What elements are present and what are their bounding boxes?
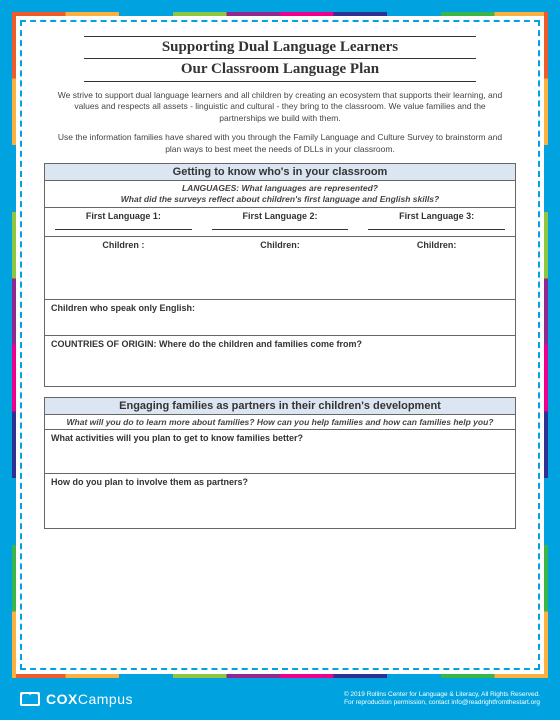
section-classroom: Getting to know who's in your classroom … [44, 163, 516, 386]
intro-paragraph-2: Use the information families have shared… [52, 132, 508, 155]
lang-col-2: First Language 2: [202, 208, 359, 236]
lang1-label: First Language 1: [51, 211, 196, 221]
lang-col-3: First Language 3: [358, 208, 515, 236]
copy-line-2: For reproduction permission, contact inf… [344, 699, 540, 707]
lang2-label: First Language 2: [208, 211, 353, 221]
document-body: Supporting Dual Language Learners Our Cl… [20, 20, 540, 670]
lang3-label: First Language 3: [364, 211, 509, 221]
section1-sub-strong: LANGUAGES: [182, 183, 239, 193]
border-top [12, 12, 548, 16]
title-block: Supporting Dual Language Learners Our Cl… [44, 36, 516, 82]
title-sub: Our Classroom Language Plan [84, 59, 476, 82]
children-col-3[interactable]: Children: [358, 237, 515, 299]
border-right [544, 12, 548, 678]
english-only-label: Children who speak only English: [51, 303, 195, 313]
section2-subheader: What will you do to learn more about fam… [45, 415, 515, 431]
countries-row[interactable]: COUNTRIES OF ORIGIN: Where do the childr… [45, 336, 515, 386]
book-icon [20, 692, 40, 706]
border-left [12, 12, 16, 678]
footer-bar: COXCampus © 2019 Rollins Center for Lang… [0, 678, 560, 720]
children2-label: Children: [208, 240, 353, 250]
logo-bold: COX [46, 691, 78, 707]
footer-copyright: © 2019 Rollins Center for Language & Lit… [344, 691, 540, 708]
question-partners[interactable]: How do you plan to involve them as partn… [45, 474, 515, 528]
section2-sub-text: What will you do to learn more about fam… [67, 417, 494, 427]
children-col-2[interactable]: Children: [202, 237, 359, 299]
english-only-row[interactable]: Children who speak only English: [45, 300, 515, 336]
intro-paragraph-1: We strive to support dual language learn… [52, 90, 508, 124]
q1-label: What activities will you plan to get to … [51, 433, 303, 443]
countries-label: COUNTRIES OF ORIGIN: Where do the childr… [51, 339, 362, 349]
section1-subheader: LANGUAGES: What languages are represente… [45, 181, 515, 207]
section2-header: Engaging families as partners in their c… [45, 398, 515, 415]
section1-header: Getting to know who's in your classroom [45, 164, 515, 181]
question-activities[interactable]: What activities will you plan to get to … [45, 430, 515, 474]
children3-label: Children: [364, 240, 509, 250]
section-families: Engaging families as partners in their c… [44, 397, 516, 530]
lang3-input-line[interactable] [368, 221, 505, 230]
section1-sub-line2: What did the surveys reflect about child… [121, 194, 439, 204]
children-col-1[interactable]: Children : [45, 237, 202, 299]
logo-text: COXCampus [46, 691, 133, 707]
logo-light: Campus [78, 691, 133, 707]
q2-label: How do you plan to involve them as partn… [51, 477, 248, 487]
language-label-row: First Language 1: First Language 2: Firs… [45, 208, 515, 237]
lang2-input-line[interactable] [212, 221, 349, 230]
lang-col-1: First Language 1: [45, 208, 202, 236]
lang1-input-line[interactable] [55, 221, 192, 230]
copy-line-1: © 2019 Rollins Center for Language & Lit… [344, 691, 540, 699]
children-row: Children : Children: Children: [45, 237, 515, 300]
footer-logo: COXCampus [20, 691, 133, 707]
section1-sub-rest: What languages are represented? [239, 183, 378, 193]
title-main: Supporting Dual Language Learners [84, 36, 476, 59]
children1-label: Children : [51, 240, 196, 250]
